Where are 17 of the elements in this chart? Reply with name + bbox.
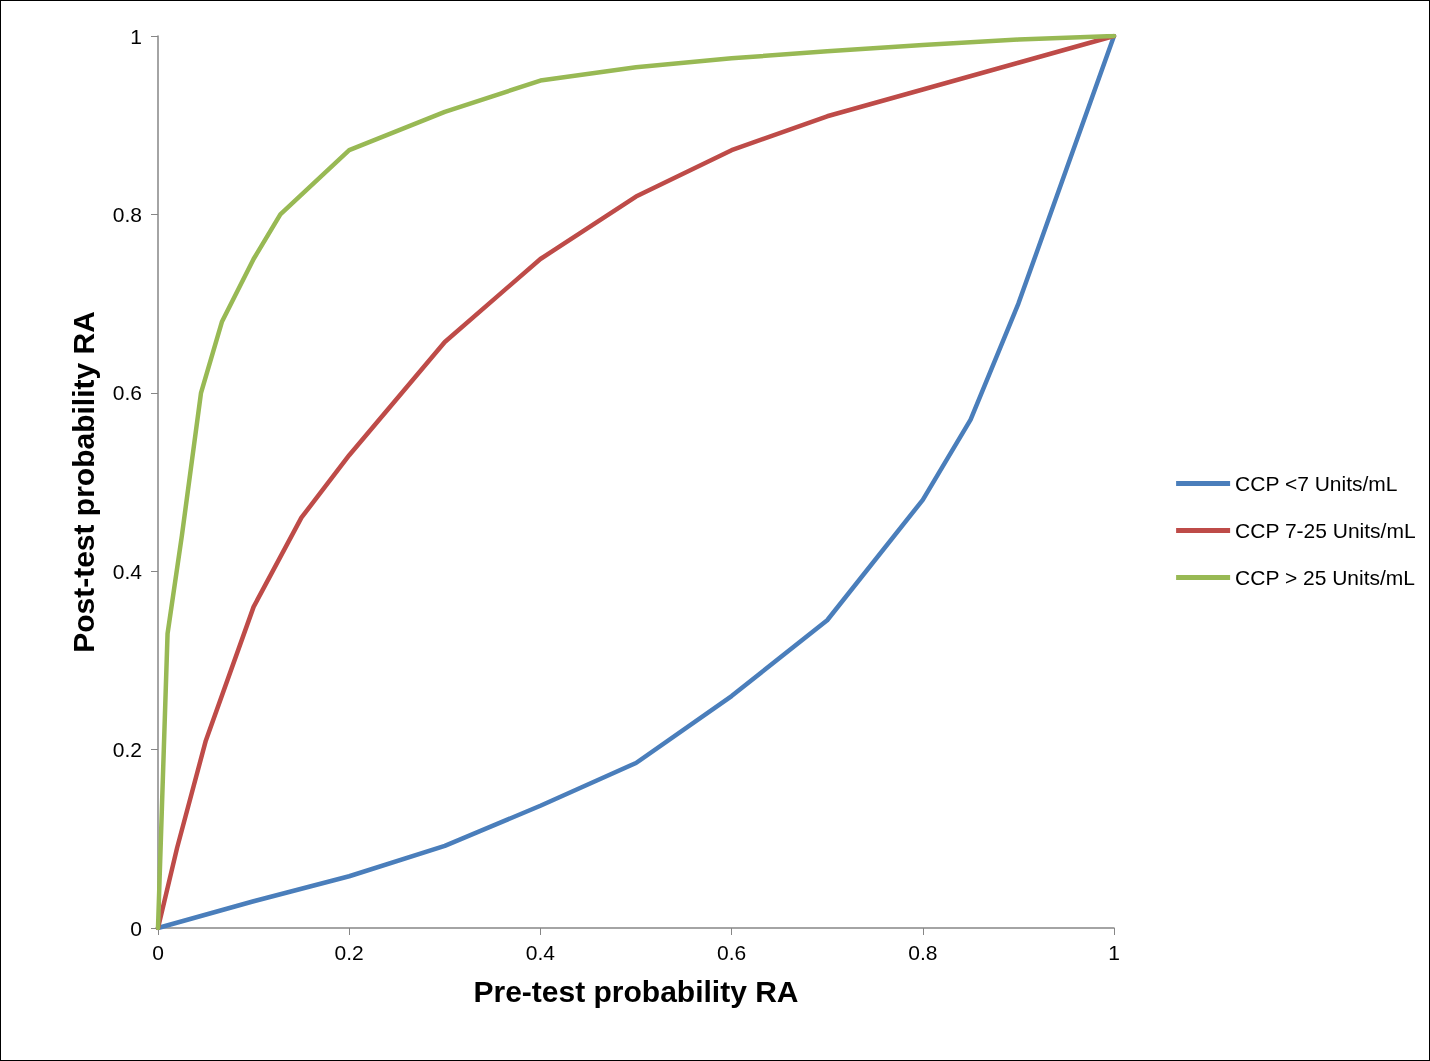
y-tick-label: 0.4 [112,559,143,583]
y-tick-label: 0.8 [112,202,142,226]
y-tick-label: 0.6 [112,381,142,405]
legend-label: CCP > 25 Units/mL [1235,566,1416,589]
y-axis-title: Post-test probability RA [66,311,100,653]
legend-label: CCP <7 Units/mL [1235,472,1398,495]
y-tick-label: 0 [130,916,142,940]
x-tick-label: 0.4 [525,941,556,964]
x-tick-label: 0.6 [717,941,747,964]
x-tick-label: 0.8 [908,941,938,964]
y-tick-label: 0.2 [112,738,142,762]
x-tick-label: 0.2 [334,941,364,964]
y-tick-label: 1 [130,24,142,48]
x-axis-title: Pre-test probability RA [473,974,799,1008]
x-tick-label: 0 [152,941,164,964]
legend-label: CCP 7-25 Units/mL [1235,519,1416,542]
x-tick-label: 1 [1108,941,1120,964]
